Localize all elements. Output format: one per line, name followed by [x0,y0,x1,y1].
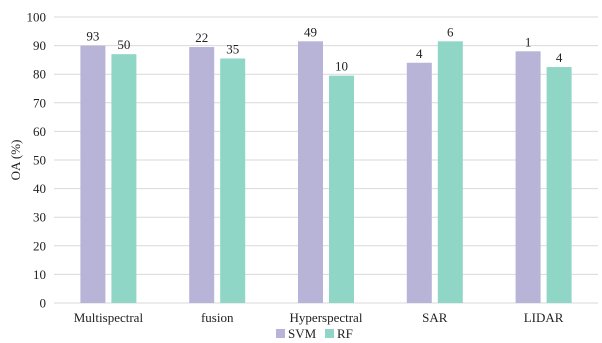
y-tick-label: 100 [27,10,47,25]
y-tick-label: 10 [33,267,46,282]
x-category-label: Multispectral [74,310,144,325]
bar-svm-hyperspectral [298,41,323,304]
bar-svm-multispectral [80,45,106,303]
bar-svm-lidar [515,51,541,303]
bar-rf-multispectral [111,54,137,304]
y-tick-label: 40 [33,181,46,196]
legend-swatch-rf [325,329,334,338]
y-tick-label: 0 [40,296,47,311]
gridlines [54,16,598,304]
bar-svm-sar [406,62,432,304]
data-labels: 93 50 22 35 49 10 4 6 1 4 [86,24,562,73]
bar-rf-sar [437,41,463,304]
data-label-svm-multispectral: 93 [86,29,99,44]
data-label-rf-multispectral: 50 [117,37,130,52]
x-category-label: fusion [201,310,234,325]
bar-rf-lidar [546,67,572,303]
y-tick-label: 70 [33,95,46,110]
data-label-svm-sar: 4 [416,46,423,61]
x-category-label: SAR [422,310,448,325]
y-tick-label: 20 [33,238,46,253]
y-tick-label: 80 [33,67,46,82]
x-axis-categories: Multispectral fusion Hyperspectral SAR LIDAR [74,310,564,325]
legend-label-rf: RF [337,326,353,341]
bar-svm-fusion [189,47,215,303]
bars [80,41,572,304]
legend-label-svm: SVM [288,326,317,341]
legend: SVM RF [276,326,353,341]
x-category-label: LIDAR [524,310,564,325]
data-label-rf-sar: 6 [447,24,454,39]
y-axis-ticks: 0 10 20 30 40 50 60 70 80 90 100 [27,10,47,311]
bar-rf-fusion [220,58,246,303]
y-tick-label: 60 [33,124,46,139]
data-label-rf-fusion: 35 [226,41,239,56]
bar-rf-hyperspectral [329,75,354,303]
data-label-svm-lidar: 1 [525,34,532,49]
y-tick-label: 50 [33,153,46,168]
data-label-rf-lidar: 4 [556,50,563,65]
y-tick-label: 30 [33,210,46,225]
legend-swatch-svm [276,329,285,338]
data-label-rf-hyperspectral: 10 [335,59,348,74]
y-tick-label: 90 [33,38,46,53]
data-label-svm-hyperspectral: 49 [304,24,317,39]
data-label-svm-fusion: 22 [195,30,208,45]
y-axis-title: OA (%) [8,140,23,181]
x-category-label: Hyperspectral [290,310,363,325]
